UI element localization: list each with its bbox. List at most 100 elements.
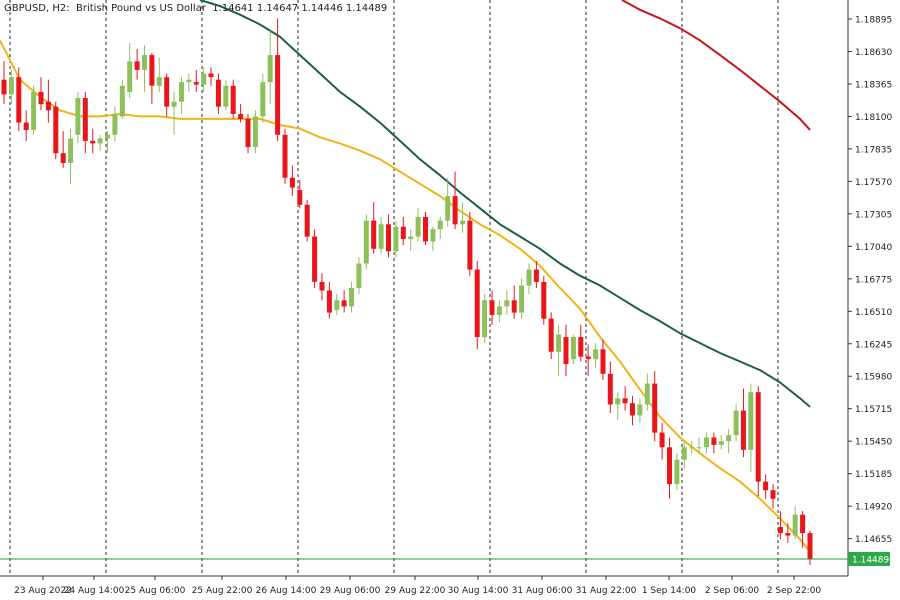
candle: [748, 383, 754, 472]
candle-body: [733, 410, 739, 436]
candle-body: [105, 134, 110, 139]
candle: [238, 104, 244, 123]
candle: [570, 334, 576, 364]
y-tick-label: 1.14655: [855, 535, 892, 545]
candle: [171, 91, 177, 135]
candle-body: [134, 61, 140, 70]
candle: [97, 134, 103, 151]
candle-body: [755, 392, 761, 482]
candle: [230, 79, 236, 119]
candle: [482, 294, 488, 344]
candle: [696, 437, 702, 454]
candle-body: [341, 300, 347, 307]
candle-body: [142, 55, 147, 70]
candle: [770, 484, 776, 509]
candle-body: [460, 220, 465, 225]
candle-body: [681, 447, 687, 460]
candle: [718, 435, 724, 450]
candle: [711, 432, 717, 454]
candle: [556, 324, 562, 377]
candle-body: [149, 55, 155, 86]
candle-body: [689, 447, 695, 449]
candle-body: [356, 263, 362, 288]
candle: [252, 110, 258, 154]
candle-body: [82, 98, 88, 141]
chart-header: GBPUSD, H2: British Pound vs US Dollar 1…: [4, 3, 388, 14]
candle-body: [8, 77, 14, 95]
candle: [134, 49, 140, 80]
candle-body: [393, 226, 399, 252]
candle-body: [570, 337, 576, 360]
candle: [622, 386, 628, 411]
candle-body: [541, 281, 547, 319]
candle-body: [371, 220, 377, 249]
candle-body: [400, 226, 406, 239]
candle-body: [112, 114, 118, 135]
candle: [245, 113, 251, 154]
x-tick-label: 25 Aug 06:00: [125, 586, 186, 596]
candle: [186, 73, 192, 92]
candle: [704, 432, 709, 454]
candle: [341, 290, 347, 313]
candle: [149, 52, 155, 105]
x-tick-label: 1 Sep 14:00: [642, 586, 697, 596]
x-tick-label: 24 Aug 14:00: [64, 586, 125, 596]
candle-body: [38, 91, 44, 105]
ma-fast-line: [0, 39, 811, 553]
candle-body: [171, 101, 177, 107]
candle: [297, 180, 303, 209]
candle-body: [659, 432, 665, 448]
y-tick-label: 1.15980: [855, 373, 892, 383]
candle-body: [637, 404, 643, 416]
y-tick-label: 1.16775: [855, 275, 892, 285]
candle-body: [437, 220, 443, 230]
candle-body: [430, 229, 436, 242]
candle: [519, 278, 525, 319]
x-tick-label: 31 Aug 22:00: [576, 586, 637, 596]
candle: [312, 229, 318, 288]
candle-body: [334, 300, 340, 311]
candle-body: [652, 383, 658, 433]
candle-body: [696, 447, 702, 449]
candle-body: [748, 392, 754, 450]
candle: [659, 422, 665, 460]
candle: [156, 57, 162, 92]
candle: [31, 85, 37, 135]
candle-body: [267, 55, 273, 83]
candle: [304, 199, 310, 242]
candle-body: [53, 106, 59, 154]
candle: [408, 229, 414, 252]
candle-body: [193, 82, 199, 85]
candle-body: [704, 437, 709, 448]
candle: [630, 395, 635, 426]
candle-body: [615, 398, 621, 405]
candle-body: [31, 91, 37, 130]
candle-body: [445, 196, 451, 221]
candle-body: [578, 337, 584, 357]
candle-body: [496, 306, 502, 315]
y-tick-label: 1.18895: [855, 15, 892, 25]
candle: [740, 388, 746, 458]
candle-body: [297, 190, 303, 205]
candle: [777, 511, 783, 540]
y-tick-label: 1.17835: [855, 145, 892, 155]
candle-body: [504, 300, 510, 307]
candle: [733, 404, 739, 442]
candle: [53, 101, 59, 160]
y-tick-label: 1.15185: [855, 470, 892, 480]
candle-body: [60, 153, 66, 163]
candle-body: [386, 224, 391, 252]
candle-body: [711, 437, 717, 445]
candle-body: [452, 196, 458, 225]
candle-body: [23, 122, 29, 130]
candle-body: [667, 447, 672, 485]
candle: [319, 273, 325, 301]
candle: [452, 171, 458, 230]
candle-body: [763, 481, 769, 491]
x-tick-label: 31 Aug 06:00: [512, 586, 573, 596]
candle: [386, 214, 391, 258]
candle: [423, 212, 428, 246]
y-tick-label: 1.18100: [855, 113, 892, 123]
